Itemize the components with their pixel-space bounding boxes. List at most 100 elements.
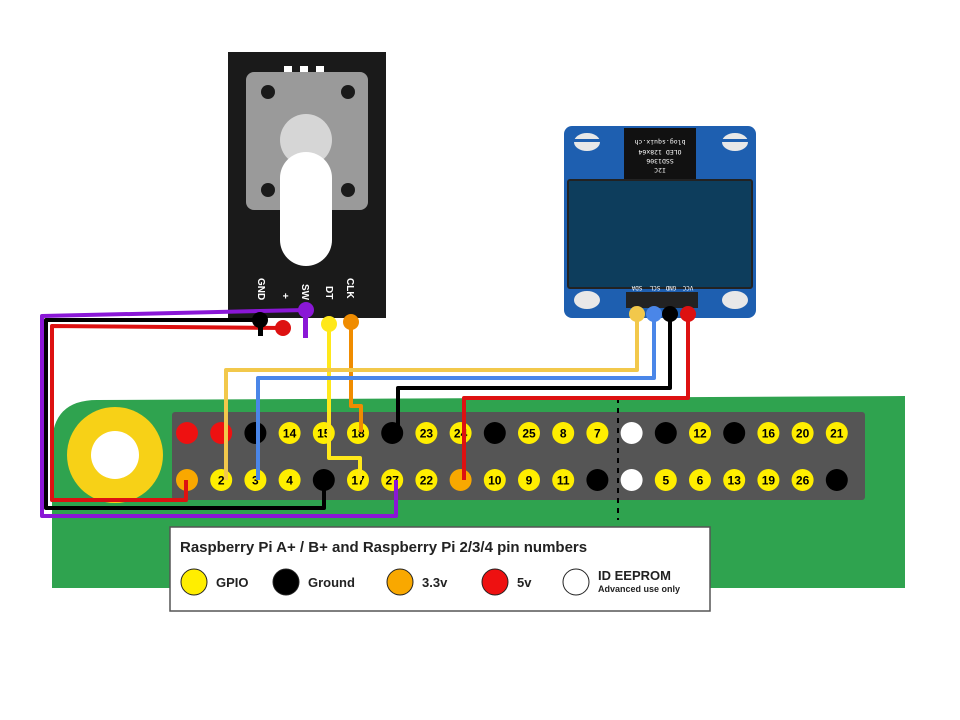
pin-number: 2 [218,474,225,488]
terminal-oled-scl [646,306,662,322]
pin-dot [415,422,438,444]
encoder-screw [261,183,275,197]
encoder-label-dt: DT [323,286,334,299]
header-pin-top-10 [483,422,506,444]
oled-chip-line-4: I2C [654,166,666,174]
legend-item-v33: 3.3v [386,568,448,596]
wire-red-vcc [462,314,690,480]
legend-label: GPIO [216,575,249,590]
wire-yellow-sda [224,314,639,480]
oled-chip-label: blog.squix.ch OLED 128x64 SSD1306 I2C [624,128,696,180]
pin-number: 16 [762,427,776,441]
header-pin-top-9: 24 [449,422,472,444]
header-pin-bottom-15: 5 [654,469,677,491]
header-pin-top-6: 18 [347,422,369,444]
pin-dot [483,469,506,491]
pin-number: 26 [796,474,810,488]
header-pin-bottom-10: 10 [483,469,506,491]
legend-swatch [180,568,208,596]
legend-sublabel: Advanced use only [598,584,680,594]
header-pin-bottom-7: 27 [381,469,404,491]
wire-purple-sw [40,308,398,518]
terminal-oled-vcc [680,306,696,322]
pin-number: 5 [662,474,669,488]
pin-dot [757,422,780,444]
header-pin-bottom-8: 22 [415,469,438,491]
pin-dot [723,469,746,491]
wires [40,308,690,518]
terminal-oled-gnd [662,306,678,322]
oled-header-bar [626,292,698,308]
encoder-sw-stub [303,310,308,338]
pin-number: 22 [420,474,434,488]
terminal-encoder-clk [343,314,359,330]
encoder-collar [280,114,332,166]
encoder-screw [261,85,275,99]
pin-dot [723,422,746,444]
header-pin-top-14 [620,422,643,444]
legend-label: 3.3v [422,575,448,590]
encoder-pin-labels: GND + SW DT CLK [255,278,355,301]
oled-chip-line-3: SSD1306 [646,157,673,165]
header-pin-top-11: 25 [518,422,540,444]
header-pin-top-12: 8 [552,422,575,444]
header-pin-top-1 [176,422,198,444]
legend-box [169,526,711,612]
oled-display-module: blog.squix.ch OLED 128x64 SSD1306 I2C VC… [564,126,756,318]
header-pin-bottom-17: 13 [723,469,746,491]
header-pin-bottom-19: 26 [791,469,814,491]
legend-title: Raspberry Pi A+ / B+ and Raspberry Pi 2/… [180,539,587,556]
encoder-label-gnd: GND [255,278,266,300]
header-pin-bottom-16: 6 [689,469,711,491]
wire-black-gnd-oled [396,314,672,432]
pin-number: 25 [522,427,536,441]
header-pin-bottom-2: 2 [210,469,233,491]
pin-number: 12 [693,427,707,441]
header-pin-top-20: 21 [825,422,848,444]
header-pin-top-2 [210,422,233,444]
encoder-gnd-stub [258,320,263,336]
pin-number: 13 [728,474,742,488]
rotary-encoder-module: GND + SW DT CLK [228,52,386,318]
pin-dot [791,469,814,491]
legend-item-ground: Ground [272,568,355,596]
terminal-encoder-dt [321,316,337,332]
wire-yellow-dt [327,324,362,480]
pin-dot [244,469,267,491]
header-pin-top-15 [654,422,677,444]
pin-number: 4 [286,474,293,488]
pin-number: 20 [796,427,810,441]
legend-swatch [386,568,414,596]
header-pin-top-3 [244,422,267,444]
pin-number: 3 [252,474,259,488]
encoder-shaft [280,152,332,266]
oled-label-scl: SCL [649,284,660,291]
wire-orange-clk [349,322,363,432]
pin-number: 23 [420,427,434,441]
legend-swatch [481,568,509,596]
pin-dot [278,469,301,491]
encoder-label-plus: + [279,293,290,299]
pin-number: 11 [557,474,570,488]
pin-dot [791,422,814,444]
oled-label-gnd: GND [665,284,676,291]
legend-swatch [562,568,590,596]
pin-dot [415,469,438,491]
header-pin-top-16: 12 [689,422,711,444]
pin-dot [244,422,267,444]
terminal-encoder-plus [275,320,291,336]
mounting-hole [67,407,163,503]
pin-dot [449,469,472,491]
header-top-row: 14 15 18 23 24 25 8 7 12 16 20 21 [176,422,848,444]
pin-number: 6 [697,474,704,488]
header-pin-top-13: 7 [586,422,609,444]
pin-dot [518,469,540,491]
pin-dot [347,422,369,444]
header-pin-top-8: 23 [415,422,438,444]
pin-dot [586,422,609,444]
wire-black-gnd-encoder [44,318,326,510]
header-pin-bottom-20 [825,469,848,491]
pin-dot [825,422,848,444]
pin-dot [552,422,575,444]
header-pin-top-17 [723,422,746,444]
